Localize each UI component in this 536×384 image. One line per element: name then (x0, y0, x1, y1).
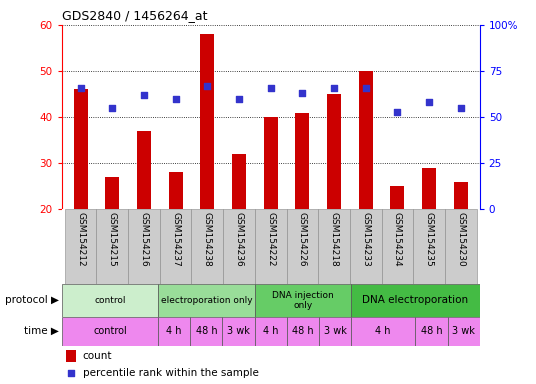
Text: GSM154222: GSM154222 (266, 212, 275, 266)
Bar (105, 177, 120, 209)
Text: percentile rank within the sample: percentile rank within the sample (83, 367, 258, 377)
Bar (350, 209, 382, 284)
Text: GSM154235: GSM154235 (425, 212, 434, 266)
Text: control: control (93, 326, 126, 336)
Bar (453, 182, 468, 209)
Text: count: count (83, 351, 112, 361)
Point (172, 96, 180, 102)
Text: GSM154238: GSM154238 (203, 212, 212, 266)
Text: GDS2840 / 1456264_at: GDS2840 / 1456264_at (62, 9, 207, 22)
Bar (190, 317, 222, 346)
Bar (327, 94, 341, 209)
Text: GSM154226: GSM154226 (298, 212, 307, 266)
Point (266, 84, 275, 91)
Text: GSM154216: GSM154216 (139, 212, 148, 266)
Bar (223, 209, 255, 284)
Bar (319, 317, 351, 346)
Bar (255, 209, 287, 284)
Point (330, 84, 338, 91)
Point (425, 99, 433, 106)
Text: 4 h: 4 h (167, 326, 182, 336)
Bar (168, 172, 183, 209)
Text: 3 wk: 3 wk (452, 326, 475, 336)
Text: DNA injection
only: DNA injection only (272, 291, 334, 310)
Bar (359, 71, 373, 209)
Text: time ▶: time ▶ (24, 326, 59, 336)
Bar (65, 209, 96, 284)
Text: GSM154237: GSM154237 (171, 212, 180, 266)
Point (108, 105, 117, 111)
Text: GSM154215: GSM154215 (108, 212, 117, 266)
Bar (264, 117, 278, 209)
Bar (382, 209, 413, 284)
Bar (62, 317, 158, 346)
Bar (255, 317, 287, 346)
Bar (96, 209, 128, 284)
Bar (448, 317, 480, 346)
Bar (128, 209, 160, 284)
Text: 3 wk: 3 wk (227, 326, 250, 336)
Point (140, 92, 148, 98)
Text: 3 wk: 3 wk (324, 326, 346, 336)
Bar (287, 317, 319, 346)
Bar (137, 131, 151, 209)
Bar (62, 284, 158, 317)
Point (393, 109, 401, 115)
Text: GSM154218: GSM154218 (330, 212, 339, 266)
Bar (422, 168, 436, 209)
Bar (160, 209, 191, 284)
Bar (66, 350, 76, 362)
Bar (351, 317, 415, 346)
Point (235, 96, 243, 102)
Text: GSM154230: GSM154230 (456, 212, 465, 266)
Text: control: control (94, 296, 125, 305)
Point (298, 90, 307, 96)
Text: 48 h: 48 h (196, 326, 217, 336)
Text: 4 h: 4 h (376, 326, 391, 336)
Text: protocol ▶: protocol ▶ (5, 295, 59, 306)
Text: electroporation only: electroporation only (161, 296, 252, 305)
Bar (415, 317, 448, 346)
Bar (318, 209, 350, 284)
Bar (232, 154, 246, 209)
Point (76, 84, 85, 91)
Bar (445, 209, 477, 284)
Bar (390, 186, 405, 209)
Bar (200, 34, 214, 209)
Point (350, 291, 359, 297)
Point (203, 83, 212, 89)
Bar (413, 209, 445, 284)
Point (457, 105, 465, 111)
Bar (158, 317, 190, 346)
Point (361, 84, 370, 91)
Text: DNA electroporation: DNA electroporation (362, 295, 468, 306)
Bar (222, 317, 255, 346)
Bar (255, 284, 351, 317)
Text: GSM154212: GSM154212 (76, 212, 85, 266)
Bar (73, 89, 88, 209)
Text: GSM154233: GSM154233 (361, 212, 370, 266)
Bar (287, 209, 318, 284)
Bar (158, 284, 255, 317)
Text: 48 h: 48 h (292, 326, 314, 336)
Text: 4 h: 4 h (263, 326, 278, 336)
Text: GSM154234: GSM154234 (393, 212, 402, 266)
Text: GSM154236: GSM154236 (235, 212, 243, 266)
Bar (295, 113, 309, 209)
Bar (351, 284, 480, 317)
Bar (191, 209, 223, 284)
Text: 48 h: 48 h (421, 326, 442, 336)
